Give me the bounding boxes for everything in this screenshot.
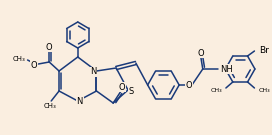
Text: N: N: [90, 68, 97, 77]
Text: O: O: [46, 43, 52, 51]
Text: Br: Br: [259, 45, 269, 55]
Text: N: N: [76, 97, 83, 107]
Text: O: O: [186, 80, 192, 90]
Text: NH: NH: [221, 65, 233, 73]
Text: CH₃: CH₃: [44, 103, 57, 109]
Text: CH₃: CH₃: [258, 88, 270, 94]
Text: CH₃: CH₃: [13, 56, 26, 62]
Text: CH₃: CH₃: [210, 88, 222, 94]
Text: O: O: [119, 82, 125, 92]
Text: O: O: [31, 60, 38, 70]
Text: O: O: [197, 48, 204, 58]
Text: S: S: [128, 87, 134, 95]
